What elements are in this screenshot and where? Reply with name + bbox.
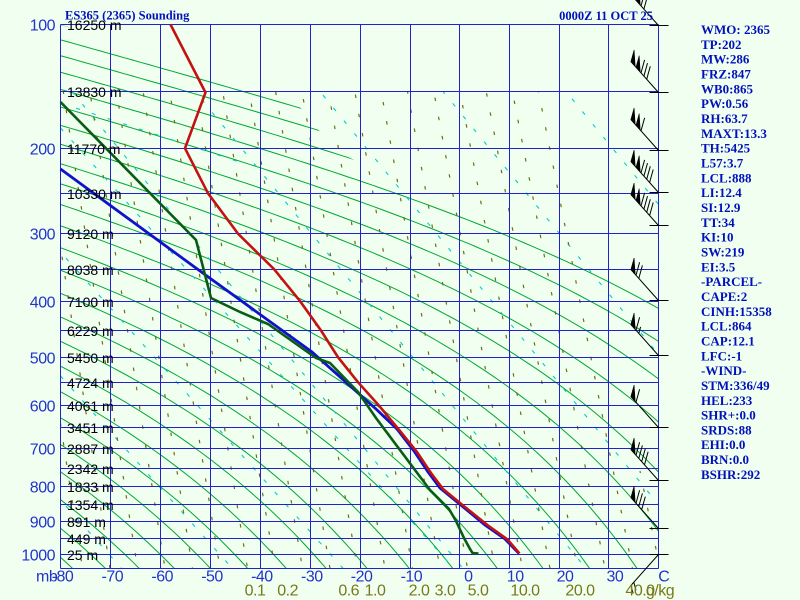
svg-text:-10: -10: [401, 569, 423, 586]
svg-text:-60: -60: [151, 569, 173, 586]
svg-text:PW:0.56: PW:0.56: [701, 96, 749, 111]
svg-text:10: 10: [507, 569, 524, 586]
svg-text:100: 100: [30, 18, 56, 35]
svg-text:C: C: [658, 569, 670, 586]
svg-text:FRZ:847: FRZ:847: [701, 67, 751, 82]
svg-text:BSHR:292: BSHR:292: [701, 467, 760, 482]
svg-text:MAXT:13.3: MAXT:13.3: [701, 126, 767, 141]
svg-text:200: 200: [30, 142, 56, 159]
svg-text:800: 800: [30, 480, 56, 497]
svg-text:40.0: 40.0: [625, 583, 655, 600]
svg-text:4724 m: 4724 m: [67, 375, 114, 391]
svg-text:CINH:15358: CINH:15358: [701, 304, 772, 319]
svg-text:RH:63.7: RH:63.7: [701, 111, 748, 126]
svg-text:EI:3.5: EI:3.5: [701, 259, 736, 274]
svg-text:5450 m: 5450 m: [67, 350, 114, 366]
svg-text:LI:12.4: LI:12.4: [701, 185, 742, 200]
svg-text:L57:3.7: L57:3.7: [701, 156, 744, 171]
svg-text:6229 m: 6229 m: [67, 323, 114, 339]
svg-text:0: 0: [464, 569, 473, 586]
svg-text:LCL:864: LCL:864: [701, 319, 752, 334]
svg-text:TP:202: TP:202: [701, 37, 741, 52]
svg-text:0.2: 0.2: [277, 583, 298, 600]
svg-text:400: 400: [30, 295, 56, 312]
svg-text:SRDS:88: SRDS:88: [701, 422, 752, 437]
svg-text:20: 20: [557, 569, 574, 586]
svg-text:449 m: 449 m: [67, 531, 106, 547]
svg-text:1833 m: 1833 m: [67, 479, 114, 495]
svg-text:EHI:0.0: EHI:0.0: [701, 437, 745, 452]
svg-text:-30: -30: [301, 569, 323, 586]
svg-text:1354 m: 1354 m: [67, 497, 114, 513]
svg-text:3451 m: 3451 m: [67, 420, 114, 436]
svg-text:BRN:0.0: BRN:0.0: [701, 452, 749, 467]
svg-text:891 m: 891 m: [67, 514, 106, 530]
svg-text:LFC:-1: LFC:-1: [701, 348, 742, 363]
svg-text:TH:5425: TH:5425: [701, 141, 751, 156]
svg-text:300: 300: [30, 227, 56, 244]
svg-text:-80: -80: [52, 569, 74, 586]
svg-text:30: 30: [607, 569, 624, 586]
svg-text:5.0: 5.0: [468, 583, 489, 600]
svg-text:WB0:865: WB0:865: [701, 81, 754, 96]
svg-text:2887 m: 2887 m: [67, 441, 114, 457]
svg-text:0.1: 0.1: [245, 583, 266, 600]
svg-text:10.0: 10.0: [510, 583, 540, 600]
svg-text:-40: -40: [251, 569, 273, 586]
svg-text:2.0: 2.0: [409, 583, 430, 600]
svg-text:16250 m: 16250 m: [67, 17, 121, 33]
svg-text:8038 m: 8038 m: [67, 262, 114, 278]
svg-text:-20: -20: [351, 569, 373, 586]
svg-text:TT:34: TT:34: [701, 215, 735, 230]
svg-text:700: 700: [30, 442, 56, 459]
svg-text:0.6: 0.6: [338, 583, 359, 600]
svg-text:STM:336/49: STM:336/49: [701, 378, 770, 393]
svg-text:4061 m: 4061 m: [67, 398, 114, 414]
svg-text:20.0: 20.0: [565, 583, 595, 600]
svg-text:-WIND-: -WIND-: [701, 363, 747, 378]
svg-text:10330 m: 10330 m: [67, 186, 121, 202]
svg-text:LCL:888: LCL:888: [701, 170, 752, 185]
svg-text:g/kg: g/kg: [646, 583, 674, 600]
svg-text:600: 600: [30, 399, 56, 416]
svg-text:SW:219: SW:219: [701, 244, 745, 259]
svg-text:-70: -70: [101, 569, 123, 586]
svg-text:900: 900: [30, 515, 56, 532]
svg-text:1.0: 1.0: [365, 583, 386, 600]
svg-text:CAP:12.1: CAP:12.1: [701, 333, 755, 348]
svg-text:1000: 1000: [21, 548, 55, 565]
svg-text:3.0: 3.0: [435, 583, 456, 600]
svg-text:-PARCEL-: -PARCEL-: [701, 274, 762, 289]
svg-text:WMO: 2365: WMO: 2365: [701, 22, 770, 37]
svg-text:500: 500: [30, 351, 56, 368]
svg-text:-50: -50: [201, 569, 223, 586]
svg-text:SI:12.9: SI:12.9: [701, 200, 741, 215]
svg-text:SHR+:0.0: SHR+:0.0: [701, 408, 756, 423]
svg-text:0000Z 11 OCT 25: 0000Z 11 OCT 25: [559, 9, 653, 23]
svg-text:ES365 (2365) Sounding: ES365 (2365) Sounding: [65, 9, 190, 23]
svg-text:2342 m: 2342 m: [67, 461, 114, 477]
svg-text:mb: mb: [36, 569, 58, 586]
svg-text:25 m: 25 m: [67, 547, 98, 563]
svg-text:9120 m: 9120 m: [67, 226, 114, 242]
svg-text:KI:10: KI:10: [701, 230, 734, 245]
svg-text:11770 m: 11770 m: [67, 141, 120, 157]
svg-text:13830 m: 13830 m: [67, 84, 121, 100]
svg-text:CAPE:2: CAPE:2: [701, 289, 747, 304]
svg-text:HEL:233: HEL:233: [701, 393, 753, 408]
svg-text:MW:286: MW:286: [701, 52, 750, 67]
svg-text:7100 m: 7100 m: [67, 294, 114, 310]
